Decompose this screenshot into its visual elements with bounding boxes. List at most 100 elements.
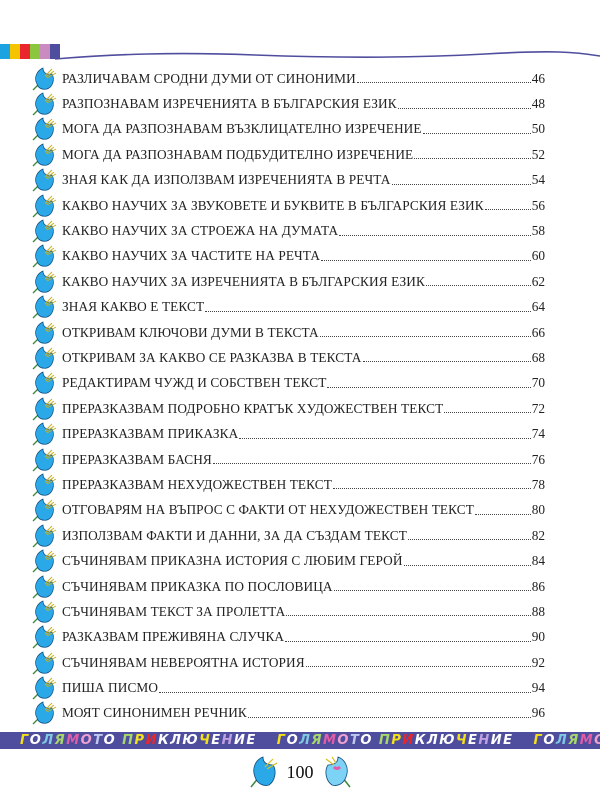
- toc-entry-title: СЪЧИНЯВАМ ТЕКСТ ЗА ПРОЛЕТТА: [62, 603, 286, 619]
- color-swatch: [50, 44, 60, 59]
- dot-leader: [339, 234, 531, 236]
- flower-icon: [30, 270, 60, 294]
- color-swatch: [10, 44, 20, 59]
- dot-leader: [333, 488, 531, 490]
- toc-entry[interactable]: РАЗПОЗНАВАМ ИЗРЕЧЕНИЯТА В БЪЛГАРСКИЯ ЕЗИ…: [30, 91, 545, 116]
- dot-leader: [356, 82, 531, 84]
- toc-entry[interactable]: СЪЧИНЯВАМ ПРИКАЗНА ИСТОРИЯ С ЛЮБИМ ГЕРОЙ…: [30, 548, 545, 573]
- flower-icon: [30, 371, 60, 395]
- toc-entry[interactable]: ОТГОВАРЯМ НА ВЪПРОС С ФАКТИ ОТ НЕХУДОЖЕС…: [30, 498, 545, 523]
- dot-leader: [286, 615, 531, 617]
- toc-entry-page: 54: [531, 172, 545, 188]
- toc-entry-title: ОТКРИВАМ ЗА КАКВО СЕ РАЗКАЗВА В ТЕКСТА: [62, 349, 362, 365]
- toc-entry[interactable]: ПРЕРАЗКАЗВАМ НЕХУДОЖЕСТВЕН ТЕКСТ 78: [30, 472, 545, 497]
- flower-icon: [30, 651, 60, 675]
- toc-entry[interactable]: ОТКРИВАМ ЗА КАКВО СЕ РАЗКАЗВА В ТЕКСТА 68: [30, 345, 545, 370]
- toc-entry[interactable]: КАКВО НАУЧИХ ЗА ЗВУКОВЕТЕ И БУКВИТЕ В БЪ…: [30, 193, 545, 218]
- flower-icon: [30, 244, 60, 268]
- title-banner: ГОЛЯМОТО ПРИКЛЮЧЕНИЕ ГОЛЯМОТО ПРИКЛЮЧЕНИЕ…: [0, 732, 600, 749]
- toc-entry-page: 86: [531, 578, 545, 594]
- toc-entry-title: МОГА ДА РАЗПОЗНАВАМ ПОДБУДИТЕЛНО ИЗРЕЧЕН…: [62, 146, 414, 162]
- dot-leader: [391, 183, 531, 185]
- toc-entry-title: СЪЧИНЯВАМ ПРИКАЗНА ИСТОРИЯ С ЛЮБИМ ГЕРОЙ: [62, 553, 403, 569]
- toc-entry[interactable]: ПРЕРАЗКАЗВАМ БАСНЯ 76: [30, 447, 545, 472]
- toc-entry[interactable]: ЗНАЯ КАКВО Е ТЕКСТ 64: [30, 295, 545, 320]
- toc-entry[interactable]: РАЗКАЗВАМ ПРЕЖИВЯНА СЛУЧКА 90: [30, 625, 545, 650]
- toc-entry[interactable]: КАКВО НАУЧИХ ЗА ЧАСТИТЕ НА РЕЧТА 60: [30, 244, 545, 269]
- dot-leader: [205, 310, 531, 312]
- flower-icon: [30, 143, 60, 167]
- toc-entry[interactable]: ПРЕРАЗКАЗВАМ ПОДРОБНО КРАТЪК ХУДОЖЕСТВЕН…: [30, 396, 545, 421]
- flower-icon: [30, 448, 60, 472]
- dot-leader: [327, 386, 531, 388]
- dot-leader: [285, 640, 531, 642]
- toc-entry-title: РАЗКАЗВАМ ПРЕЖИВЯНА СЛУЧКА: [62, 629, 285, 645]
- toc-entry-title: ПРЕРАЗКАЗВАМ ПРИКАЗКА: [62, 426, 239, 442]
- toc-entry-page: 76: [531, 451, 545, 467]
- toc-entry[interactable]: ПИША ПИСМО 94: [30, 675, 545, 700]
- toc-entry-title: ПРЕРАЗКАЗВАМ НЕХУДОЖЕСТВЕН ТЕКСТ: [62, 476, 332, 492]
- flower-icon: [325, 756, 351, 788]
- toc-entry-title: ПРЕРАЗКАЗВАМ БАСНЯ: [62, 451, 212, 467]
- toc-entry[interactable]: ЗНАЯ КАК ДА ИЗПОЛЗВАМ ИЗРЕЧЕНИЯТА В РЕЧТ…: [30, 168, 545, 193]
- dot-leader: [484, 209, 531, 211]
- page-number: 100: [286, 761, 314, 782]
- flower-icon: [30, 422, 60, 446]
- toc-entry[interactable]: МОЯТ СИНОНИМЕН РЕЧНИК 96: [30, 701, 545, 726]
- toc-entry[interactable]: КАКВО НАУЧИХ ЗА ИЗРЕЧЕНИЯТА В БЪЛГАРСКИЯ…: [30, 269, 545, 294]
- flower-icon: [30, 168, 60, 192]
- table-of-contents: РАЗЛИЧАВАМ СРОДНИ ДУМИ ОТ СИНОНИМИ 46 РАЗП…: [30, 66, 545, 726]
- toc-entry-title: КАКВО НАУЧИХ ЗА ЧАСТИТЕ НА РЕЧТА: [62, 248, 321, 264]
- toc-entry-title: ИЗПОЛЗВАМ ФАКТИ И ДАННИ, ЗА ДА СЪЗДАМ ТЕ…: [62, 527, 407, 543]
- toc-entry[interactable]: СЪЧИНЯВАМ ТЕКСТ ЗА ПРОЛЕТТА 88: [30, 599, 545, 624]
- toc-entry-page: 46: [531, 70, 545, 86]
- banner-phrase: ГОЛЯМОТО: [533, 733, 600, 748]
- toc-entry-page: 78: [531, 476, 545, 492]
- flower-icon: [30, 219, 60, 243]
- toc-entry[interactable]: ИЗПОЛЗВАМ ФАКТИ И ДАННИ, ЗА ДА СЪЗДАМ ТЕ…: [30, 523, 545, 548]
- flower-icon: [30, 498, 60, 522]
- dot-leader: [362, 361, 531, 363]
- toc-entry-page: 72: [531, 400, 545, 416]
- dot-leader: [333, 590, 531, 591]
- flower-icon: [30, 524, 60, 548]
- dot-leader: [474, 513, 531, 515]
- dot-leader: [403, 564, 531, 566]
- toc-entry[interactable]: СЪЧИНЯВАМ НЕВЕРОЯТНА ИСТОРИЯ 92: [30, 650, 545, 675]
- toc-entry[interactable]: МОГА ДА РАЗПОЗНАВАМ ВЪЗКЛИЦАТЕЛНО ИЗРЕЧЕ…: [30, 117, 545, 142]
- toc-entry-page: 62: [531, 273, 545, 289]
- toc-entry-title: МОЯТ СИНОНИМЕН РЕЧНИК: [62, 705, 247, 721]
- dot-leader: [414, 158, 531, 160]
- toc-entry[interactable]: ПРЕРАЗКАЗВАМ ПРИКАЗКА 74: [30, 421, 545, 446]
- toc-entry-page: 52: [531, 146, 545, 162]
- toc-entry-title: ОТКРИВАМ КЛЮЧОВИ ДУМИ В ТЕКСТА: [62, 324, 319, 340]
- dot-leader: [159, 691, 531, 693]
- toc-entry-page: 88: [531, 603, 545, 619]
- toc-entry-title: РЕДАКТИРАМ ЧУЖД И СОБСТВЕН ТЕКСТ: [62, 375, 327, 391]
- toc-entry[interactable]: РАЗЛИЧАВАМ СРОДНИ ДУМИ ОТ СИНОНИМИ 46: [30, 66, 545, 91]
- toc-entry-page: 56: [531, 197, 545, 213]
- toc-entry[interactable]: МОГА ДА РАЗПОЗНАВАМ ПОДБУДИТЕЛНО ИЗРЕЧЕН…: [30, 142, 545, 167]
- dot-leader: [444, 412, 531, 414]
- toc-entry[interactable]: СЪЧИНЯВАМ ПРИКАЗКА ПО ПОСЛОВИЦА 86: [30, 574, 545, 599]
- toc-entry-page: 58: [531, 223, 545, 239]
- flower-icon: [30, 473, 60, 497]
- toc-entry-page: 92: [531, 654, 545, 670]
- toc-entry-title: СЪЧИНЯВАМ НЕВЕРОЯТНА ИСТОРИЯ: [62, 654, 305, 670]
- toc-entry[interactable]: ОТКРИВАМ КЛЮЧОВИ ДУМИ В ТЕКСТА 66: [30, 320, 545, 345]
- toc-entry[interactable]: КАКВО НАУЧИХ ЗА СТРОЕЖА НА ДУМАТА 58: [30, 218, 545, 243]
- flower-icon: [30, 397, 60, 421]
- toc-entry-title: ПИША ПИСМО: [62, 680, 159, 696]
- toc-entry[interactable]: РЕДАКТИРАМ ЧУЖД И СОБСТВЕН ТЕКСТ 70: [30, 371, 545, 396]
- flower-icon: [30, 676, 60, 700]
- toc-entry-page: 82: [531, 527, 545, 543]
- header-wave-line: [55, 51, 600, 60]
- flower-icon: [30, 549, 60, 573]
- dot-leader: [212, 463, 531, 465]
- flower-icon: [30, 92, 60, 116]
- toc-entry-page: 66: [531, 324, 545, 340]
- banner-phrase: ГОЛЯМОТО ПРИКЛЮЧЕНИЕ: [276, 733, 514, 748]
- flower-icon: [30, 321, 60, 345]
- dot-leader: [239, 437, 531, 439]
- banner-phrase: ГОЛЯМОТО ПРИКЛЮЧЕНИЕ: [20, 733, 257, 748]
